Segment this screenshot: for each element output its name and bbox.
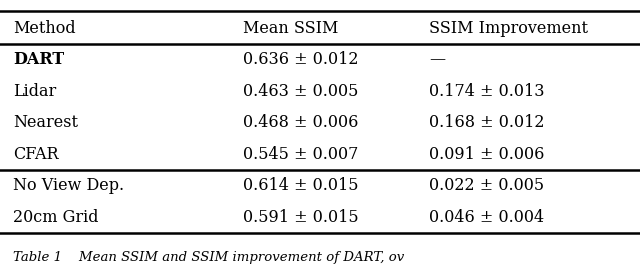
Text: —: — — [429, 51, 445, 68]
Text: 0.468 ± 0.006: 0.468 ± 0.006 — [243, 114, 358, 131]
Text: SSIM Improvement: SSIM Improvement — [429, 19, 588, 37]
Text: 0.174 ± 0.013: 0.174 ± 0.013 — [429, 83, 544, 100]
Text: Mean SSIM: Mean SSIM — [243, 19, 339, 37]
Text: 0.636 ± 0.012: 0.636 ± 0.012 — [243, 51, 358, 68]
Text: 0.591 ± 0.015: 0.591 ± 0.015 — [243, 209, 359, 226]
Text: Table 1    Mean SSIM and SSIM improvement of DART, ov: Table 1 Mean SSIM and SSIM improvement o… — [13, 252, 404, 265]
Text: 0.168 ± 0.012: 0.168 ± 0.012 — [429, 114, 544, 131]
Text: CFAR: CFAR — [13, 146, 58, 163]
Text: Nearest: Nearest — [13, 114, 78, 131]
Text: 0.463 ± 0.005: 0.463 ± 0.005 — [243, 83, 358, 100]
Text: Lidar: Lidar — [13, 83, 56, 100]
Text: Method: Method — [13, 19, 76, 37]
Text: 20cm Grid: 20cm Grid — [13, 209, 99, 226]
Text: DART: DART — [13, 51, 64, 68]
Text: 0.046 ± 0.004: 0.046 ± 0.004 — [429, 209, 544, 226]
Text: 0.091 ± 0.006: 0.091 ± 0.006 — [429, 146, 544, 163]
Text: 0.545 ± 0.007: 0.545 ± 0.007 — [243, 146, 358, 163]
Text: 0.614 ± 0.015: 0.614 ± 0.015 — [243, 177, 358, 194]
Text: No View Dep.: No View Dep. — [13, 177, 124, 194]
Text: 0.022 ± 0.005: 0.022 ± 0.005 — [429, 177, 544, 194]
